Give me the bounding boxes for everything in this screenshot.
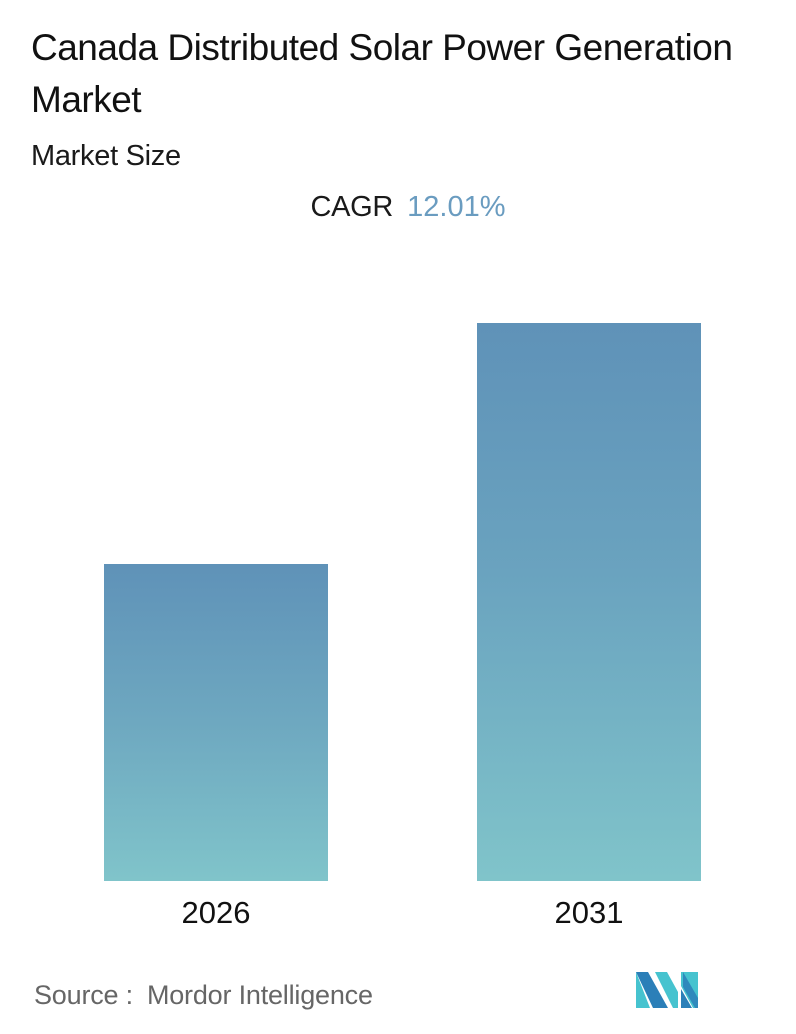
source-credit: Source : Mordor Intelligence <box>34 977 373 1013</box>
source-label: Source : <box>34 980 133 1010</box>
chart-title: Canada Distributed Solar Power Generatio… <box>31 27 733 120</box>
bar-2031 <box>477 323 701 881</box>
mordor-intelligence-logo-icon <box>636 972 698 1008</box>
cagr-value: 12.01% <box>407 191 506 223</box>
cagr-annotation: CAGR 12.01% <box>0 189 796 225</box>
source-value: Mordor Intelligence <box>146 980 373 1010</box>
cagr-label: CAGR <box>310 191 394 223</box>
x-axis-label-2031: 2031 <box>554 895 624 930</box>
bar-2026 <box>104 564 328 881</box>
chart-subtitle: Market Size <box>31 140 181 172</box>
x-axis-label-2026: 2026 <box>181 895 251 930</box>
